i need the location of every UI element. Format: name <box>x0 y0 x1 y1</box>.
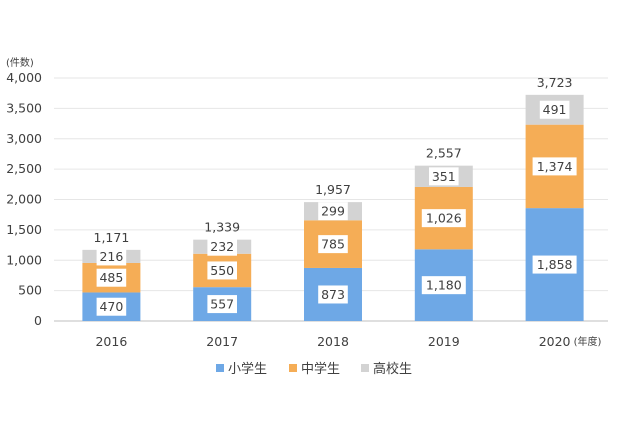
legend-swatch <box>361 364 369 372</box>
data-label-box <box>96 247 127 266</box>
data-label-box <box>318 202 348 221</box>
y-tick-label: 0 <box>34 313 42 328</box>
data-label: 1,026 <box>426 211 462 226</box>
y-tick-label: 4,000 <box>6 70 42 85</box>
data-label-box <box>539 100 570 119</box>
legend-label: 小学生 <box>228 361 267 377</box>
data-label: 1,858 <box>537 257 573 272</box>
data-label-box <box>421 276 466 295</box>
data-label-box <box>207 295 237 314</box>
data-label: 1,374 <box>537 159 573 174</box>
legend-label: 中学生 <box>301 361 340 377</box>
data-label: 485 <box>99 270 123 285</box>
data-label: 216 <box>99 249 123 264</box>
y-axis-unit: (件数) <box>6 56 34 69</box>
data-label: 1,180 <box>426 278 462 293</box>
y-tick-label: 2,000 <box>6 192 42 207</box>
total-label: 1,339 <box>204 220 240 235</box>
y-tick-label: 1,000 <box>6 252 42 267</box>
data-label: 232 <box>210 239 234 254</box>
legend: 小学生 中学生 高校生 <box>216 361 412 377</box>
data-label-box <box>318 285 348 304</box>
total-label: 3,723 <box>537 75 573 90</box>
y-tick-label: 3,500 <box>6 100 42 115</box>
data-label: 299 <box>321 204 345 219</box>
x-tick-label: 2016 <box>95 334 127 349</box>
x-axis: 2016 2017 2018 2019 2020 <box>95 334 570 349</box>
x-axis-unit: (年度) <box>574 335 602 348</box>
x-tick-label: 2017 <box>206 334 238 349</box>
data-label-box <box>532 255 577 274</box>
legend-swatch <box>216 364 224 372</box>
data-label-box <box>421 209 466 228</box>
legend-label: 高校生 <box>373 361 412 377</box>
y-tick-label: 1,500 <box>6 222 42 237</box>
legend-swatch <box>289 364 297 372</box>
y-tick-label: 3,000 <box>6 131 42 146</box>
x-tick-label: 2019 <box>428 334 460 349</box>
data-label-box <box>96 297 127 316</box>
x-tick-label: 2018 <box>317 334 349 349</box>
data-label: 351 <box>432 169 456 184</box>
data-label: 873 <box>321 287 345 302</box>
data-label: 491 <box>543 102 567 117</box>
data-label: 785 <box>321 237 345 252</box>
total-label: 2,557 <box>426 146 462 161</box>
y-tick-label: 500 <box>18 283 42 298</box>
data-label-box <box>318 235 348 254</box>
data-label-box <box>207 261 237 280</box>
gridlines <box>54 77 608 322</box>
y-axis: 0 500 1,000 1,500 2,000 2,500 3,000 3,500 4,000 <box>6 70 42 328</box>
total-label: 1,957 <box>315 182 351 197</box>
data-label-box <box>429 167 459 186</box>
data-label-box <box>96 268 127 287</box>
x-tick-label: 2020 <box>539 334 571 349</box>
data-label-box <box>532 157 577 176</box>
data-label: 550 <box>210 263 234 278</box>
total-label: 1,171 <box>94 230 130 245</box>
data-label-box <box>207 237 237 256</box>
y-tick-label: 2,500 <box>6 161 42 176</box>
bars: 470 485 216 1,171 557 550 232 1,339 873 785 299 1,9… <box>82 75 584 321</box>
data-label: 470 <box>99 299 123 314</box>
data-label: 557 <box>210 297 234 312</box>
